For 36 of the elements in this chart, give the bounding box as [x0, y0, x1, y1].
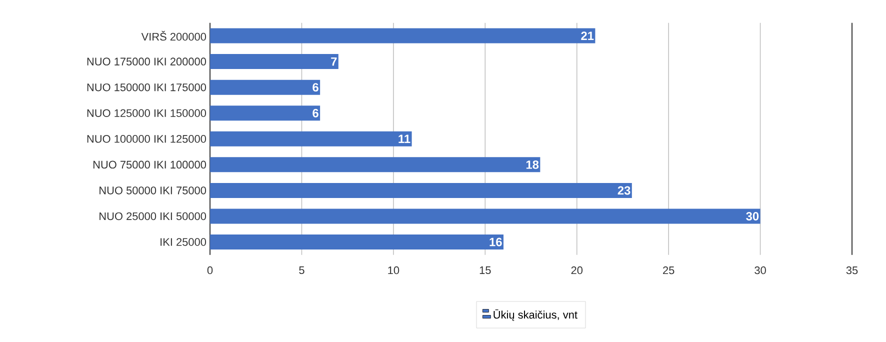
y-tick-label: NUO 25000 IKI 50000	[100, 212, 206, 220]
x-tick-label: 5	[299, 266, 304, 274]
y-tick-label: NUO 75000 IKI 100000	[93, 160, 206, 169]
data-label: 23	[618, 186, 630, 195]
bar	[210, 106, 320, 121]
bar	[210, 131, 412, 146]
x-tick-label: 20	[571, 266, 583, 274]
bar	[210, 54, 338, 70]
bar	[210, 208, 760, 224]
x-tick-label: 30	[754, 266, 766, 274]
y-tick-label: VIRŠ 200000	[141, 30, 206, 41]
y-tick-label: NUO 150000 IKI 175000	[87, 83, 206, 92]
data-label: 11	[398, 134, 410, 143]
x-tick-label: 10	[388, 266, 400, 274]
x-tick-label: 0	[207, 266, 213, 274]
bar	[210, 80, 320, 95]
x-tick-label: 35	[846, 266, 858, 274]
bar	[210, 234, 504, 250]
x-tick-label: 25	[663, 266, 674, 274]
data-label: 18	[526, 160, 539, 169]
y-tick-label: NUO 100000 IKI 125000	[87, 135, 206, 143]
data-label: 7	[331, 57, 337, 66]
data-label: 6	[312, 83, 318, 92]
bar	[210, 157, 540, 172]
y-tick-label: NUO 125000 IKI 150000	[87, 109, 206, 117]
data-label: 30	[746, 212, 759, 220]
bar	[210, 182, 632, 198]
y-tick-label: NUO 175000 IKI 200000	[87, 58, 206, 66]
data-label: 16	[490, 238, 502, 246]
y-tick-label: IKI 25000	[160, 238, 206, 246]
data-label: 21	[581, 32, 594, 40]
y-tick-label: NUO 50000 IKI 75000	[100, 186, 206, 194]
bar	[210, 28, 596, 44]
data-label: 6	[312, 108, 318, 118]
legend-label: Ūkių skaičius, vnt	[494, 309, 578, 321]
x-tick-label: 15	[480, 266, 491, 274]
